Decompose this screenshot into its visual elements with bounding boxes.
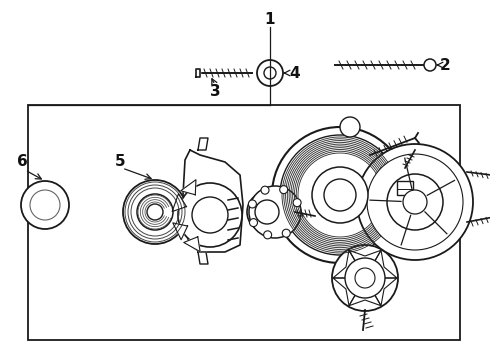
Circle shape (367, 154, 463, 250)
Circle shape (282, 229, 290, 237)
Polygon shape (198, 138, 208, 150)
Polygon shape (183, 150, 243, 252)
Circle shape (255, 200, 279, 224)
Circle shape (264, 67, 276, 79)
Circle shape (357, 144, 473, 260)
Text: 5: 5 (115, 154, 125, 170)
Circle shape (424, 59, 436, 71)
Polygon shape (198, 252, 208, 264)
Circle shape (293, 199, 301, 207)
Circle shape (324, 179, 356, 211)
Circle shape (192, 197, 228, 233)
Polygon shape (349, 250, 381, 278)
Circle shape (355, 268, 375, 288)
Circle shape (247, 192, 287, 232)
Circle shape (403, 190, 427, 214)
Polygon shape (173, 223, 188, 240)
Circle shape (264, 231, 271, 239)
Bar (28, 105, 460, 340)
Bar (397, 181, 413, 195)
Text: 1: 1 (265, 13, 275, 27)
Polygon shape (184, 237, 200, 252)
Circle shape (30, 190, 60, 220)
Circle shape (345, 258, 385, 298)
Circle shape (249, 219, 257, 227)
Text: 3: 3 (210, 85, 220, 99)
Circle shape (340, 117, 360, 137)
Circle shape (261, 186, 269, 194)
Circle shape (280, 186, 288, 194)
Polygon shape (395, 160, 412, 235)
Circle shape (147, 204, 163, 220)
Circle shape (272, 127, 408, 263)
Circle shape (280, 135, 400, 255)
Circle shape (249, 186, 301, 238)
Circle shape (387, 174, 443, 230)
Circle shape (178, 183, 242, 247)
Circle shape (123, 180, 187, 244)
Circle shape (332, 245, 398, 311)
Text: 6: 6 (17, 154, 27, 170)
Polygon shape (333, 250, 365, 278)
Text: 2: 2 (440, 58, 450, 72)
Polygon shape (181, 180, 196, 195)
Circle shape (257, 60, 283, 86)
Polygon shape (172, 194, 186, 212)
Polygon shape (196, 69, 200, 77)
Polygon shape (365, 250, 397, 278)
Circle shape (312, 167, 368, 223)
Polygon shape (365, 278, 397, 306)
Circle shape (137, 194, 173, 230)
Text: 4: 4 (290, 66, 300, 81)
Circle shape (21, 181, 69, 229)
Circle shape (248, 200, 256, 208)
Polygon shape (349, 278, 381, 306)
Polygon shape (333, 278, 365, 306)
